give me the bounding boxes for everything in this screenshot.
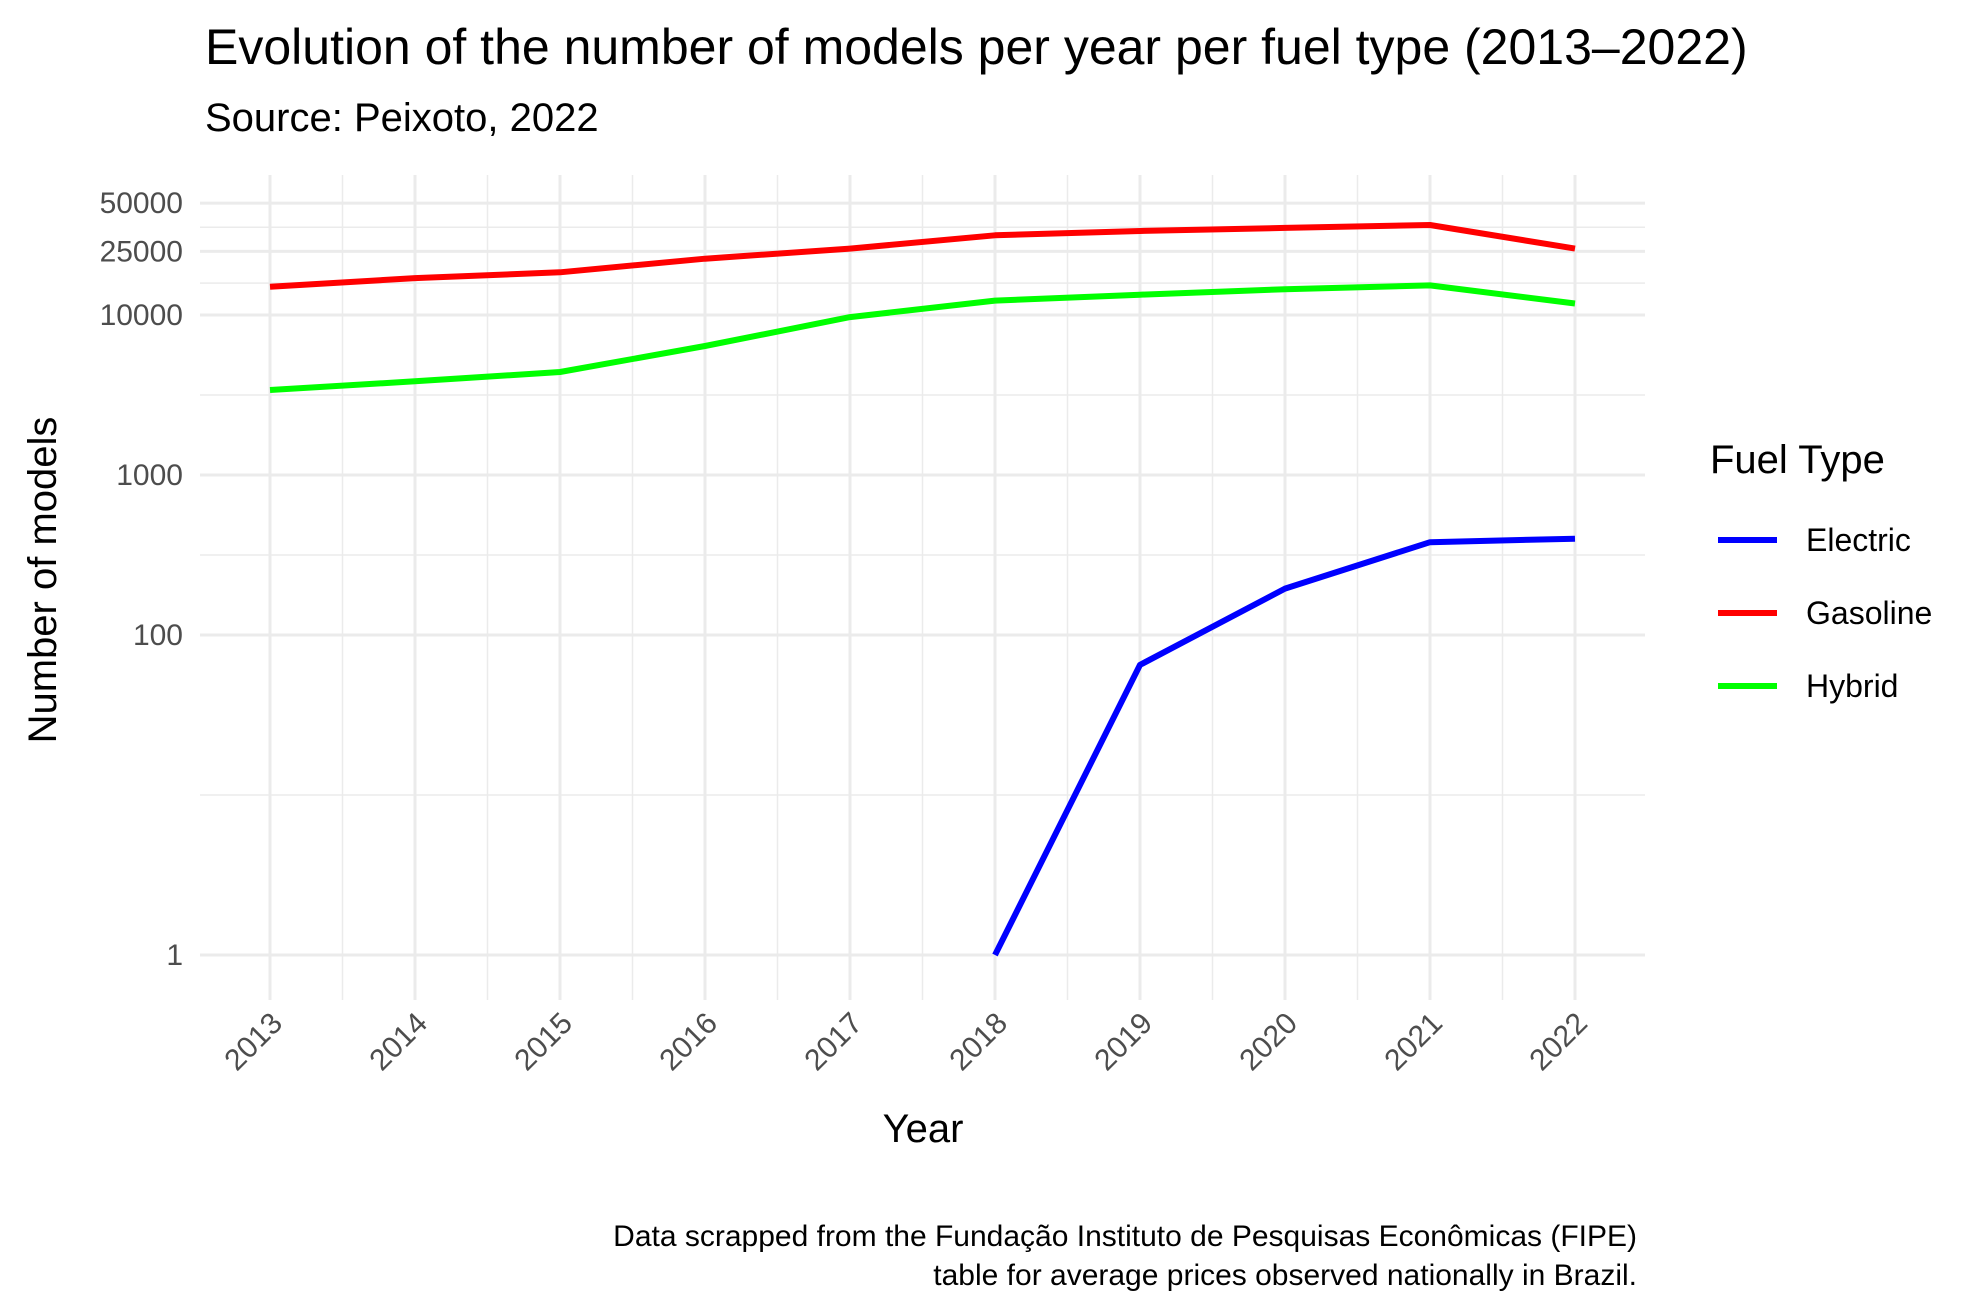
- x-tick-label: 2021: [1378, 1007, 1449, 1078]
- caption-line-1: Data scrapped from the Fundação Institut…: [613, 1220, 1637, 1253]
- x-tick-label: 2013: [218, 1007, 289, 1078]
- chart-title: Evolution of the number of models per ye…: [205, 19, 1748, 75]
- y-tick-label: 1: [166, 939, 183, 972]
- legend: Fuel Type Electric Gasoline Hybrid: [1710, 438, 1932, 704]
- series-line-hybrid: [269, 282, 1576, 393]
- x-axis-tick-labels: 2013 2014 2015 2016 2017 2018 2019 2020 2021 2022: [218, 1007, 1594, 1078]
- x-tick-label: 2022: [1523, 1007, 1594, 1078]
- x-tick-label: 2019: [1088, 1007, 1159, 1078]
- y-tick-label: 1000: [116, 459, 183, 492]
- legend-label-gasoline: Gasoline: [1806, 595, 1932, 631]
- x-tick-label: 2017: [798, 1007, 869, 1078]
- x-tick-label: 2014: [363, 1007, 434, 1078]
- x-tick-label: 2020: [1233, 1007, 1304, 1078]
- legend-label-hybrid: Hybrid: [1806, 668, 1898, 704]
- caption-line-2: table for average prices observed nation…: [933, 1259, 1637, 1292]
- y-tick-label: 10000: [100, 299, 183, 332]
- series-line-electric: [992, 535, 1576, 957]
- y-tick-label: 25000: [100, 235, 183, 268]
- y-axis-title: Number of models: [21, 417, 65, 744]
- x-tick-label: 2016: [653, 1007, 724, 1078]
- legend-title: Fuel Type: [1710, 438, 1885, 482]
- chart-subtitle: Source: Peixoto, 2022: [205, 96, 599, 140]
- series-line-gasoline: [269, 222, 1576, 290]
- y-axis-tick-labels: 1 100 1000 10000 25000 50000: [100, 187, 183, 972]
- y-tick-label: 100: [133, 619, 183, 652]
- x-tick-label: 2018: [943, 1007, 1014, 1078]
- x-tick-label: 2015: [508, 1007, 579, 1078]
- series-lines: [269, 222, 1576, 957]
- x-axis-title: Year: [883, 1107, 964, 1151]
- minor-gridlines: [200, 175, 1645, 1000]
- major-gridlines: [200, 175, 1645, 1000]
- legend-label-electric: Electric: [1806, 522, 1911, 558]
- y-tick-label: 50000: [100, 187, 183, 220]
